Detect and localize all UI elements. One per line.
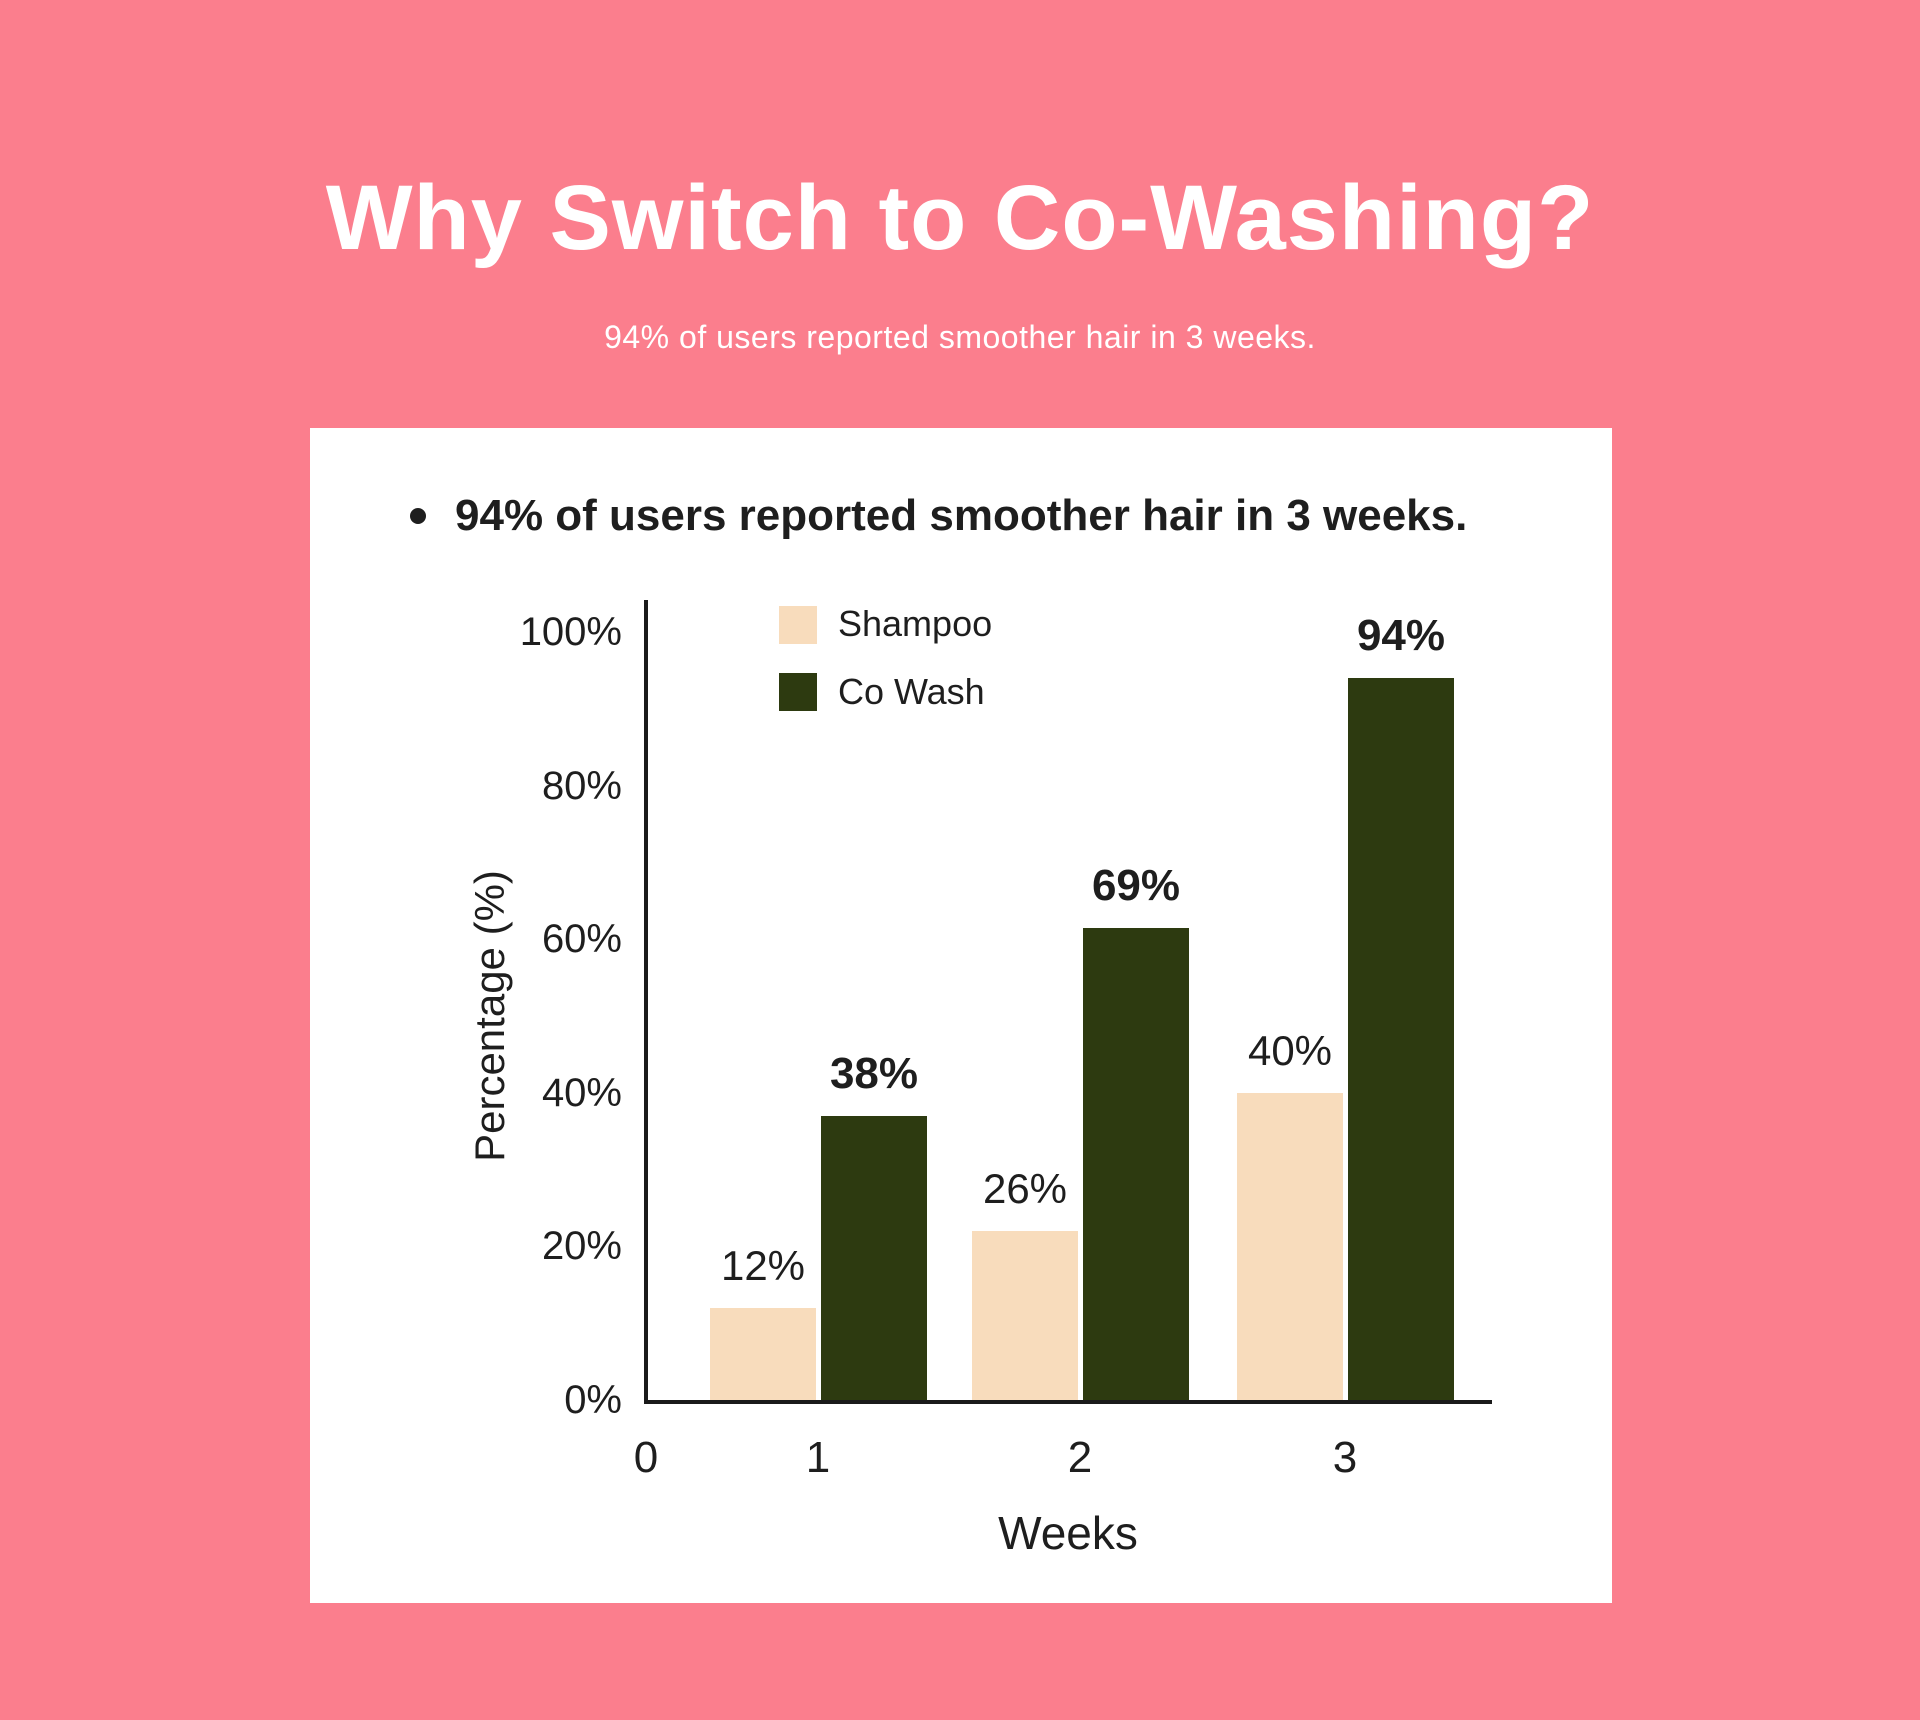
y-tick-label: 60% — [541, 917, 622, 962]
x-tick-label: 3 — [1332, 1433, 1358, 1482]
bar-value-label: 12% — [720, 1242, 806, 1289]
x-axis-line — [644, 1400, 1492, 1404]
legend-swatch-shampoo — [779, 606, 817, 644]
y-tick-label: 100% — [519, 610, 622, 654]
bar-value-label: 26% — [982, 1165, 1068, 1212]
bar-value-label: 69% — [1091, 861, 1181, 910]
legend-label: Shampoo — [838, 603, 993, 644]
bar-shampoo-week-3 — [1237, 1093, 1343, 1400]
bar-value-label: 38% — [829, 1049, 919, 1098]
legend-swatch-co-wash — [779, 673, 817, 711]
chart-heading: 94% of users reported smoother hair in 3… — [455, 491, 1468, 540]
page-title: Why Switch to Co-Washing? — [325, 167, 1595, 269]
y-tick-label: 0% — [564, 1378, 622, 1422]
x-tick-label: 0 — [633, 1433, 659, 1482]
x-tick-label: 2 — [1067, 1433, 1093, 1482]
bullet-icon — [410, 508, 426, 524]
y-axis-line — [644, 600, 648, 1404]
bar-co-wash-week-3 — [1348, 678, 1454, 1400]
x-axis-title: Weeks — [998, 1507, 1138, 1559]
y-tick-label: 40% — [541, 1070, 622, 1115]
page-subtitle: 94% of users reported smoother hair in 3… — [604, 319, 1316, 355]
bar-value-label: 40% — [1247, 1027, 1333, 1074]
legend-label: Co Wash — [838, 671, 985, 712]
bar-shampoo-week-2 — [972, 1231, 1078, 1400]
bar-shampoo-week-1 — [710, 1308, 816, 1400]
x-tick-label: 1 — [805, 1433, 831, 1482]
y-tick-label: 80% — [541, 763, 622, 808]
bar-value-label: 94% — [1356, 611, 1446, 660]
y-tick-label: 20% — [541, 1224, 622, 1269]
bar-co-wash-week-2 — [1083, 928, 1189, 1400]
bar-co-wash-week-1 — [821, 1116, 927, 1400]
